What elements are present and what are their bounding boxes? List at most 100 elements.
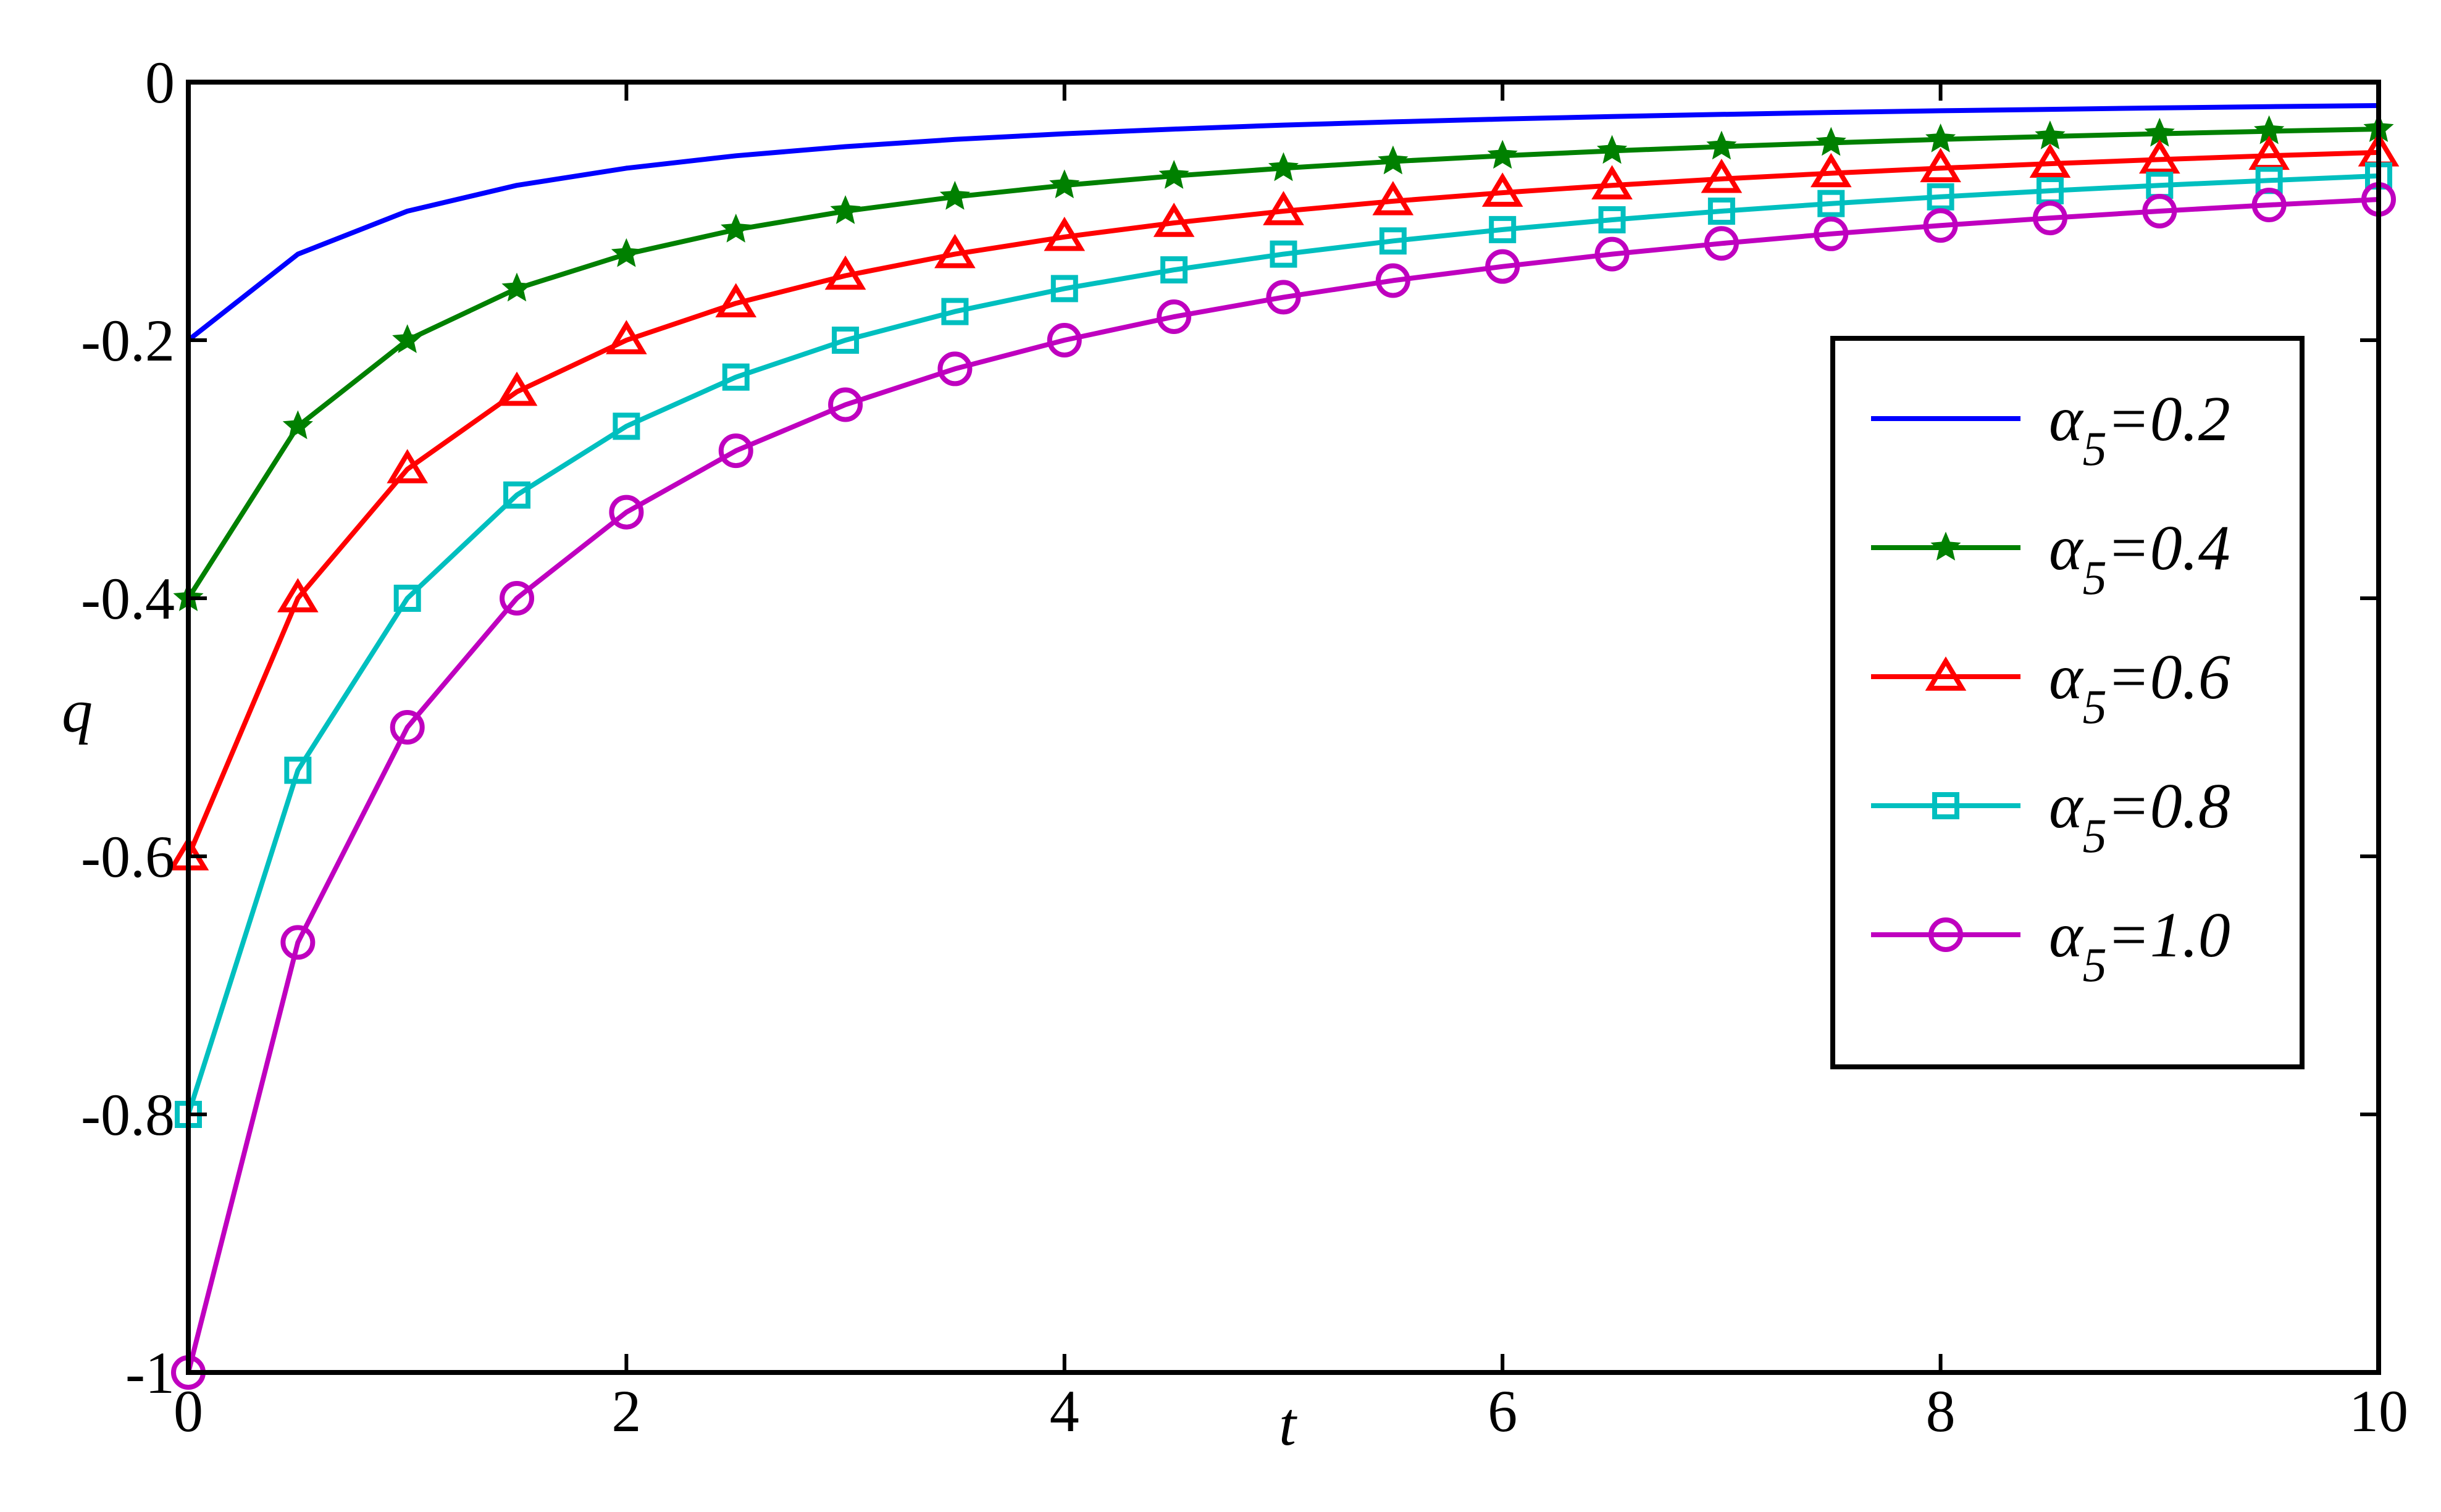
data-point	[1158, 160, 1189, 189]
series-layer	[167, 103, 2400, 1390]
data-point	[1160, 256, 1188, 284]
data-point	[1706, 130, 1737, 160]
series-4	[175, 162, 2392, 1128]
data-point	[1594, 236, 1630, 272]
data-point	[1489, 215, 1517, 243]
data-point	[1266, 280, 1301, 315]
data-point	[1920, 148, 1961, 183]
data-point	[500, 581, 535, 616]
data-point	[606, 320, 647, 354]
series-1	[186, 103, 2379, 343]
data-point	[1704, 226, 1739, 261]
y-tick-label: 0	[145, 49, 175, 115]
data-point	[824, 255, 866, 290]
legend-label: α5=1.0	[2049, 900, 2230, 992]
data-point	[2251, 187, 2287, 222]
series-line	[186, 149, 2379, 858]
data-point	[1591, 165, 1633, 199]
data-point	[1598, 206, 1626, 234]
data-point	[501, 272, 532, 302]
data-point	[2029, 143, 2071, 178]
legend-label: α5=0.6	[2049, 641, 2230, 733]
data-point	[390, 710, 425, 745]
legend-marker	[1925, 656, 1967, 691]
legend-label: α5=0.8	[2049, 771, 2230, 863]
legend-marker	[1928, 917, 1963, 952]
data-point	[1378, 145, 1409, 175]
series-line	[186, 197, 2379, 1373]
data-point	[1263, 191, 1304, 225]
data-point	[1925, 123, 1956, 152]
series-line	[186, 103, 2379, 343]
data-point	[611, 238, 642, 267]
data-point	[1487, 140, 1518, 169]
y-tick-label: -0.4	[81, 566, 175, 632]
data-point	[503, 481, 531, 509]
data-point	[718, 433, 753, 469]
data-point	[721, 214, 752, 243]
data-point	[1153, 203, 1195, 237]
data-point	[1157, 299, 1192, 334]
legend-box	[1830, 336, 2305, 1069]
data-point	[941, 298, 969, 325]
data-point	[613, 412, 640, 440]
y-tick-label: -1	[125, 1340, 175, 1406]
data-point	[2035, 120, 2066, 149]
axes-frame	[186, 80, 2381, 1375]
data-point	[1050, 275, 1078, 303]
x-tick-label: 6	[1488, 1378, 1517, 1444]
x-tick-label: 2	[611, 1378, 641, 1444]
data-point	[937, 351, 973, 386]
data-point	[282, 410, 313, 440]
data-point	[2138, 139, 2180, 174]
data-point	[1701, 158, 1743, 193]
data-point	[934, 233, 976, 269]
y-axis-label: q	[62, 677, 93, 745]
x-tick-label: 4	[1050, 1378, 1079, 1444]
data-point	[1596, 135, 1628, 164]
data-point	[1268, 152, 1299, 182]
data-point	[939, 180, 971, 210]
data-point	[1375, 263, 1410, 298]
data-point	[496, 371, 538, 406]
data-point	[2032, 201, 2067, 236]
data-point	[722, 363, 750, 391]
data-point	[1923, 208, 1958, 243]
series-line	[186, 173, 2379, 1116]
data-point	[1379, 227, 1407, 255]
data-point	[1815, 127, 1846, 156]
data-point	[280, 925, 316, 960]
y-tick-label: -0.2	[81, 307, 175, 374]
data-point	[1814, 216, 1849, 251]
legend-label: α5=0.4	[2049, 512, 2230, 604]
data-point	[715, 283, 757, 317]
data-point	[1270, 240, 1297, 268]
series-3	[167, 132, 2400, 871]
data-point	[1927, 183, 1954, 211]
data-point	[1481, 172, 1523, 207]
data-point	[1707, 198, 1735, 225]
data-point	[277, 578, 319, 612]
x-axis-label: t	[1279, 1390, 1297, 1458]
data-point	[1044, 217, 1086, 251]
data-point	[828, 387, 863, 422]
data-point	[387, 449, 429, 483]
legend: α5=0.2 α5=0.4 α5=0.6 α5=0.8 α5=1.0	[1830, 336, 2305, 1069]
data-point	[609, 495, 644, 530]
data-point	[2142, 194, 2177, 228]
x-tick-label: 8	[1926, 1378, 1956, 1444]
data-point	[830, 195, 861, 224]
data-point	[1372, 181, 1414, 215]
data-point	[1485, 249, 1520, 284]
legend-label: α5=0.2	[2049, 383, 2230, 475]
data-point	[1047, 323, 1082, 357]
data-point	[392, 324, 423, 353]
series-5	[171, 182, 2396, 1390]
y-tick-label: -0.8	[81, 1082, 175, 1148]
data-point	[284, 756, 312, 784]
x-tick-label: 0	[174, 1378, 203, 1444]
x-tick-label: 10	[2349, 1378, 2408, 1444]
data-point	[1817, 190, 1845, 217]
data-point	[832, 327, 860, 354]
